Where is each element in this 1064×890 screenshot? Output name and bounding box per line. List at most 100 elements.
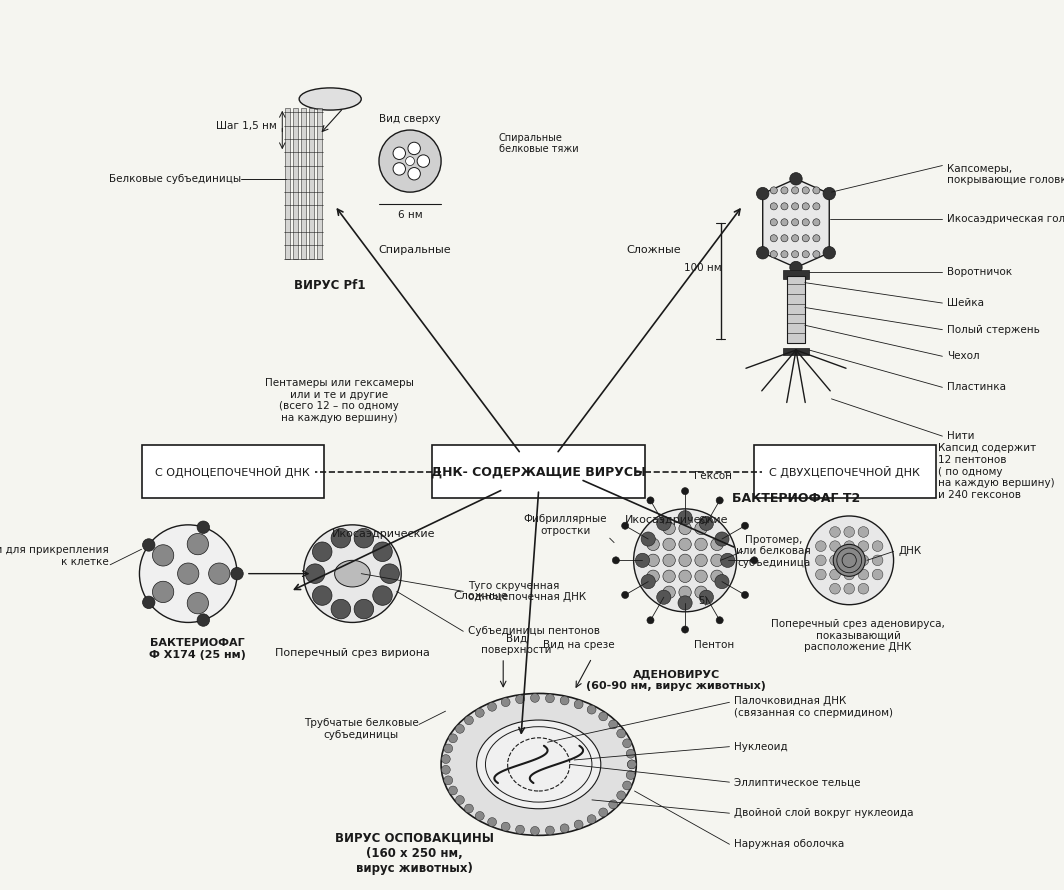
Circle shape xyxy=(679,554,692,567)
Circle shape xyxy=(663,538,676,551)
Circle shape xyxy=(751,557,758,564)
Circle shape xyxy=(303,525,401,622)
Circle shape xyxy=(720,554,735,568)
Circle shape xyxy=(699,590,714,604)
Circle shape xyxy=(679,570,692,583)
Text: Белковые субъединицы: Белковые субъединицы xyxy=(110,174,242,184)
Circle shape xyxy=(405,157,415,166)
Ellipse shape xyxy=(477,720,601,809)
Circle shape xyxy=(770,219,778,226)
Text: Наружная оболочка: Наружная оболочка xyxy=(734,839,844,849)
Circle shape xyxy=(634,509,736,611)
Text: Сложные: Сложные xyxy=(453,591,509,601)
Text: ДНК: ДНК xyxy=(898,546,921,556)
Text: Воротничок: Воротничок xyxy=(947,267,1012,277)
Circle shape xyxy=(711,570,724,583)
FancyBboxPatch shape xyxy=(753,445,935,498)
Circle shape xyxy=(546,826,554,835)
Circle shape xyxy=(872,570,883,580)
Circle shape xyxy=(781,203,788,210)
Circle shape xyxy=(682,626,688,633)
Circle shape xyxy=(872,541,883,552)
Circle shape xyxy=(642,575,655,588)
Circle shape xyxy=(757,188,769,200)
Circle shape xyxy=(802,219,810,226)
Text: 5): 5) xyxy=(698,595,708,605)
Circle shape xyxy=(678,511,693,525)
Circle shape xyxy=(516,825,525,834)
Text: Фибриллярные
отростки: Фибриллярные отростки xyxy=(523,514,608,536)
Circle shape xyxy=(209,563,230,585)
Circle shape xyxy=(408,142,420,155)
Circle shape xyxy=(642,532,655,546)
Text: Поперечный срез аденовируса,
показывающий
расположение ДНК: Поперечный срез аденовируса, показывающи… xyxy=(771,619,945,652)
Circle shape xyxy=(813,203,820,210)
Circle shape xyxy=(449,734,458,743)
Circle shape xyxy=(830,541,841,552)
Circle shape xyxy=(757,247,769,259)
Circle shape xyxy=(393,163,405,175)
Circle shape xyxy=(679,538,692,551)
Circle shape xyxy=(663,587,676,598)
Circle shape xyxy=(695,587,708,598)
Circle shape xyxy=(804,516,894,604)
Text: БАКТЕРИОФАГ
Ф Х174 (25 нм): БАКТЕРИОФАГ Ф Х174 (25 нм) xyxy=(149,638,246,659)
Circle shape xyxy=(635,554,650,568)
Circle shape xyxy=(197,614,210,627)
Circle shape xyxy=(501,822,510,831)
Circle shape xyxy=(465,716,473,724)
Circle shape xyxy=(770,187,778,194)
Text: Эллиптическое тельце: Эллиптическое тельце xyxy=(734,777,861,787)
Circle shape xyxy=(393,147,405,159)
Circle shape xyxy=(770,235,778,242)
Circle shape xyxy=(844,541,854,552)
Circle shape xyxy=(143,596,155,609)
Circle shape xyxy=(449,786,458,795)
Text: ВИРУС ОСПОВАКЦИНЫ
(160 х 250 нм,
вирус животных): ВИРУС ОСПОВАКЦИНЫ (160 х 250 нм, вирус ж… xyxy=(335,831,494,875)
Circle shape xyxy=(647,554,660,567)
Circle shape xyxy=(442,765,450,774)
Circle shape xyxy=(815,541,826,552)
Text: АДЕНОВИРУС
(60-90 нм, вирус животных): АДЕНОВИРУС (60-90 нм, вирус животных) xyxy=(586,669,766,691)
Text: Гексон: Гексон xyxy=(694,471,732,481)
Circle shape xyxy=(612,557,619,564)
Circle shape xyxy=(617,791,626,800)
Circle shape xyxy=(830,555,841,566)
Text: 6): 6) xyxy=(698,515,708,525)
Text: Туго скрученная
одноцепочечная ДНК: Туго скрученная одноцепочечная ДНК xyxy=(468,580,586,603)
Circle shape xyxy=(711,538,724,551)
Circle shape xyxy=(858,541,868,552)
Text: ВИРУС Pf1: ВИРУС Pf1 xyxy=(295,279,366,292)
Bar xyxy=(309,108,314,259)
Bar xyxy=(317,108,322,259)
Circle shape xyxy=(770,203,778,210)
Circle shape xyxy=(621,591,629,598)
Circle shape xyxy=(647,538,660,551)
Circle shape xyxy=(678,595,693,610)
Circle shape xyxy=(679,522,692,535)
Circle shape xyxy=(781,235,788,242)
Circle shape xyxy=(465,804,473,813)
Circle shape xyxy=(656,516,671,530)
Circle shape xyxy=(647,570,660,583)
Text: 6 нм: 6 нм xyxy=(398,210,422,220)
Polygon shape xyxy=(763,179,829,268)
Circle shape xyxy=(844,570,854,580)
Circle shape xyxy=(742,591,749,598)
Circle shape xyxy=(531,827,539,836)
Text: Шаг 1,5 нм: Шаг 1,5 нм xyxy=(216,121,277,131)
Bar xyxy=(293,108,298,259)
Circle shape xyxy=(628,760,636,769)
Circle shape xyxy=(872,555,883,566)
Text: Пластинка: Пластинка xyxy=(947,383,1005,392)
Circle shape xyxy=(792,219,799,226)
Circle shape xyxy=(858,584,868,594)
Circle shape xyxy=(372,586,393,605)
Bar xyxy=(787,277,804,343)
Text: Икосаэдрическая головка: Икосаэдрическая головка xyxy=(947,214,1064,223)
Text: С ОДНОЦЕПОЧЕЧНОЙ ДНК: С ОДНОЦЕПОЧЕЧНОЙ ДНК xyxy=(155,465,310,478)
Text: Белки для прикрепления
к клетке: Белки для прикрепления к клетке xyxy=(0,545,109,567)
Text: Пентамеры или гексамеры
или и те и другие
(всего 12 – по одному
на каждую вершин: Пентамеры или гексамеры или и те и други… xyxy=(265,378,414,423)
Circle shape xyxy=(858,527,868,538)
Circle shape xyxy=(844,584,854,594)
